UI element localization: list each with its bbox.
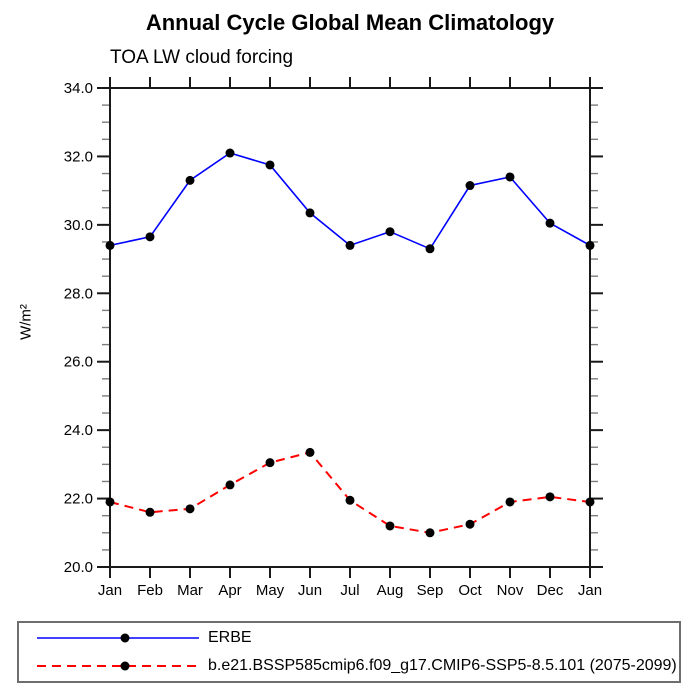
data-point-marker (385, 227, 395, 237)
x-tick-label: Mar (177, 582, 203, 599)
plot-frame (109, 87, 591, 568)
data-point-marker (465, 519, 475, 529)
data-point-marker (185, 504, 195, 514)
legend-box: ERBE b.e21.BSSP585cmip6.f09_g17.CMIP6-SS… (17, 621, 681, 683)
legend-label-model: b.e21.BSSP585cmip6.f09_g17.CMIP6-SSP5-8.… (208, 657, 677, 674)
data-point-marker (305, 447, 315, 457)
x-tick-label: Feb (137, 582, 163, 599)
data-point-marker (105, 497, 115, 507)
data-point-marker (145, 507, 155, 517)
data-point-marker (225, 480, 235, 490)
data-point-marker (585, 497, 595, 507)
chart-canvas: 20.0 22.0 24.0 26.0 28.0 30.0 32.0 34.0 Jan Feb Ma… (64, 77, 603, 599)
data-point-marker (425, 244, 435, 254)
x-tick-label: Jul (340, 582, 359, 599)
data-point-marker (185, 175, 195, 185)
y-tick-label: 24.0 (64, 422, 93, 439)
x-tick-label: Jan (578, 582, 602, 599)
y-tick-label: 26.0 (64, 354, 93, 371)
data-point-marker (465, 181, 475, 191)
x-tick-label: Aug (377, 582, 404, 599)
data-point-marker (505, 497, 515, 507)
data-point-marker (505, 172, 515, 182)
y-tick-label: 22.0 (64, 491, 93, 508)
data-point-marker (585, 240, 595, 250)
x-tick-label: May (256, 582, 285, 599)
y-tick-label: 20.0 (64, 559, 93, 576)
y-tick-label: 34.0 (64, 80, 93, 97)
legend-marker-dot (120, 661, 130, 671)
data-point-marker (105, 240, 115, 250)
series-line-erbe (109, 152, 591, 250)
data-point-marker (265, 160, 275, 170)
x-tick-label: Jun (298, 582, 322, 599)
legend-swatch-erbe (37, 633, 199, 643)
y-tick-label: 30.0 (64, 217, 93, 234)
legend-label-erbe: ERBE (208, 629, 252, 646)
chart-title: Annual Cycle Global Mean Climatology (145, 10, 555, 35)
data-point-marker (345, 495, 355, 505)
x-tick-label: Nov (497, 582, 524, 599)
data-point-marker (225, 148, 235, 158)
x-tick-label: Jan (98, 582, 122, 599)
legend-item-model: b.e21.BSSP585cmip6.f09_g17.CMIP6-SSP5-8.… (37, 652, 679, 680)
legend-item-erbe: ERBE (37, 624, 679, 652)
data-point-marker (545, 218, 555, 228)
data-point-marker (385, 521, 395, 531)
legend-swatch-model (37, 661, 199, 671)
x-tick-label: Dec (537, 582, 564, 599)
data-point-marker (305, 208, 315, 218)
x-tick-label: Apr (218, 582, 241, 599)
legend-marker-dot (120, 633, 130, 643)
data-point-marker (265, 458, 275, 468)
y-tick-label: 28.0 (64, 285, 93, 302)
y-tick-label: 32.0 (64, 148, 93, 165)
data-point-marker (425, 528, 435, 538)
data-point-marker (145, 232, 155, 242)
data-point-marker (345, 240, 355, 250)
data-point-marker (545, 492, 555, 502)
chart-subtitle: TOA LW cloud forcing (110, 47, 294, 68)
series-line-model (109, 451, 591, 534)
x-tick-label: Oct (458, 582, 482, 599)
x-tick-label: Sep (417, 582, 444, 599)
